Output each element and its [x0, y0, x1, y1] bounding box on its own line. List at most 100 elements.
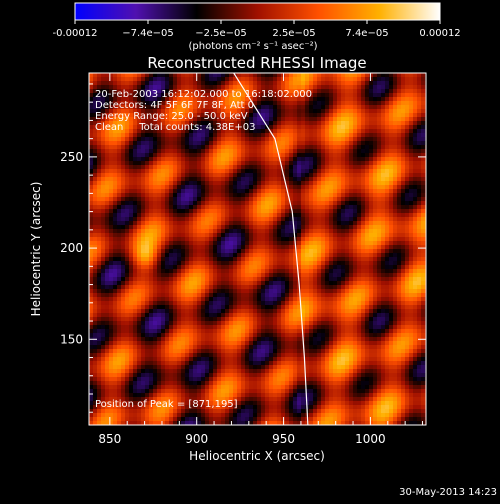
heatmap-cell [193, 137, 198, 142]
heatmap-cell [421, 81, 426, 86]
heatmap-cell [389, 193, 394, 198]
heatmap-cell [257, 153, 262, 158]
heatmap-cell [109, 177, 114, 182]
heatmap-cell [273, 177, 278, 182]
heatmap-cell [333, 277, 338, 282]
heatmap-cell [337, 229, 342, 234]
heatmap-cell [253, 277, 258, 282]
heatmap-cell [325, 169, 330, 174]
heatmap-cell [377, 205, 382, 210]
heatmap-cell [313, 257, 318, 262]
heatmap-cell [221, 297, 226, 302]
heatmap-cell [233, 221, 238, 226]
heatmap-cell [249, 185, 254, 190]
heatmap-cell [201, 149, 206, 154]
heatmap-cell [377, 89, 382, 94]
heatmap-cell [201, 185, 206, 190]
heatmap-cell [261, 169, 266, 174]
heatmap-cell [189, 233, 194, 238]
heatmap-cell [121, 225, 126, 230]
heatmap-cell [117, 137, 122, 142]
heatmap-cell [121, 261, 126, 266]
heatmap-cell [109, 81, 114, 86]
heatmap-cell [105, 305, 110, 310]
heatmap-cell [213, 273, 218, 278]
heatmap-cell [221, 269, 226, 274]
heatmap-cell [105, 213, 110, 218]
heatmap-cell [313, 141, 318, 146]
heatmap-cell [397, 273, 402, 278]
heatmap-cell [253, 153, 258, 158]
heatmap-cell [369, 273, 374, 278]
heatmap-cell [305, 145, 310, 150]
heatmap-cell [225, 193, 230, 198]
heatmap-cell [145, 281, 150, 286]
heatmap-cell [197, 221, 202, 226]
heatmap-cell [137, 241, 142, 246]
heatmap-cell [261, 109, 266, 114]
heatmap-cell [265, 173, 270, 178]
heatmap-cell [405, 181, 410, 186]
heatmap-cell [181, 161, 186, 166]
heatmap-cell [213, 173, 218, 178]
heatmap-cell [105, 137, 110, 142]
heatmap-cell [289, 277, 294, 282]
heatmap-cell [397, 289, 402, 294]
heatmap-cell [201, 229, 206, 234]
heatmap-cell [285, 149, 290, 154]
heatmap-cell [101, 193, 106, 198]
heatmap-cell [161, 153, 166, 158]
heatmap-cell [301, 73, 306, 78]
heatmap-cell [273, 193, 278, 198]
heatmap-cell [93, 181, 98, 186]
heatmap-cell [405, 233, 410, 238]
heatmap-cell [237, 149, 242, 154]
heatmap-cell [313, 73, 318, 78]
heatmap-cell [305, 237, 310, 242]
heatmap-cell [293, 149, 298, 154]
heatmap-cell [397, 73, 402, 78]
heatmap-cell [225, 257, 230, 262]
heatmap-cell [329, 213, 334, 218]
heatmap-cell [325, 121, 330, 126]
heatmap-cell [253, 185, 258, 190]
heatmap-cell [121, 273, 126, 278]
heatmap-cell [213, 153, 218, 158]
heatmap-cell [301, 213, 306, 218]
heatmap-cell [253, 113, 258, 118]
heatmap-cell [369, 277, 374, 282]
heatmap-cell [269, 269, 274, 274]
heatmap-cell [325, 213, 330, 218]
heatmap-cell [209, 237, 214, 242]
heatmap-cell [385, 193, 390, 198]
heatmap-cell [373, 265, 378, 270]
heatmap-cell [141, 293, 146, 298]
heatmap-cell [393, 165, 398, 170]
heatmap-cell [381, 229, 386, 234]
heatmap-cell [105, 297, 110, 302]
heatmap-cell [409, 169, 414, 174]
heatmap-cell [345, 93, 350, 98]
heatmap-cell [289, 265, 294, 270]
heatmap-cell [109, 169, 114, 174]
heatmap-cell [405, 261, 410, 266]
heatmap-cell [349, 97, 354, 102]
heatmap-cell [161, 225, 166, 230]
heatmap-cell [109, 285, 114, 290]
heatmap-cell [401, 93, 406, 98]
heatmap-cell [269, 221, 274, 226]
heatmap-cell [105, 253, 110, 258]
heatmap-cell [209, 289, 214, 294]
heatmap-cell [393, 121, 398, 126]
heatmap-cell [157, 77, 162, 82]
heatmap-cell [149, 233, 154, 238]
heatmap-cell [309, 105, 314, 110]
heatmap-cell [269, 273, 274, 278]
heatmap-cell [301, 189, 306, 194]
heatmap-cell [413, 185, 418, 190]
heatmap-cell [241, 157, 246, 162]
heatmap-cell [357, 257, 362, 262]
heatmap-cell [185, 221, 190, 226]
heatmap-cell [213, 253, 218, 258]
heatmap-cell [357, 281, 362, 286]
